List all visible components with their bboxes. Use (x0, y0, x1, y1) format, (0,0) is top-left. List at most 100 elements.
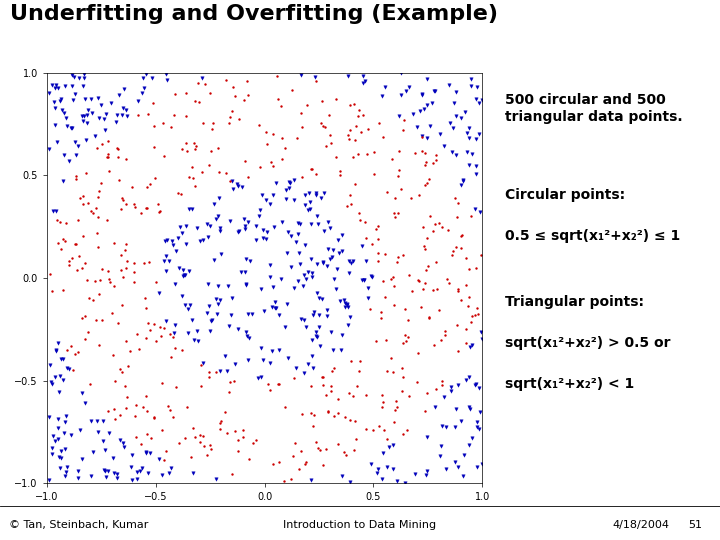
Point (306, 165, 318, 174)
Point (350, 136, 361, 144)
Point (310, 189, 321, 198)
Point (325, 387, 336, 396)
Point (421, 179, 433, 187)
Point (445, 383, 456, 391)
Point (280, 186, 292, 194)
Point (207, 315, 218, 324)
Point (286, 86, 297, 94)
Point (55, 94, 66, 103)
Point (210, 215, 222, 224)
Point (202, 280, 214, 289)
Point (305, 220, 317, 228)
Point (260, 127, 271, 136)
Point (438, 141, 449, 150)
Point (93, 113, 104, 122)
Point (52, 415, 63, 423)
Point (204, 368, 215, 376)
Point (102, 216, 113, 225)
Point (473, 384, 485, 393)
Point (330, 152, 342, 161)
Point (76, 454, 88, 463)
Point (448, 99, 459, 108)
Point (179, 434, 191, 442)
Point (81, 276, 92, 285)
Point (309, 73, 320, 82)
Point (334, 170, 346, 179)
Point (128, 268, 140, 276)
Point (288, 176, 300, 185)
Point (341, 201, 353, 210)
Point (434, 129, 446, 138)
Point (455, 296, 467, 305)
Point (387, 441, 398, 449)
Point (471, 170, 482, 178)
Point (466, 212, 477, 221)
Point (192, 336, 204, 345)
Point (323, 245, 334, 253)
Point (455, 417, 467, 426)
Point (381, 435, 392, 444)
Point (368, 148, 379, 157)
Point (472, 423, 483, 431)
Point (469, 311, 481, 320)
Point (243, 355, 254, 364)
Point (189, 181, 201, 190)
Point (334, 166, 346, 175)
Point (238, 433, 249, 441)
Point (395, 90, 407, 99)
Point (98, 115, 109, 124)
Point (455, 181, 467, 190)
Point (186, 315, 198, 324)
Point (148, 413, 160, 422)
Point (276, 133, 288, 142)
Point (258, 355, 269, 364)
Point (86, 94, 97, 103)
Point (185, 453, 197, 462)
Point (184, 301, 196, 309)
Point (161, 447, 172, 455)
Point (317, 380, 328, 389)
Point (210, 475, 222, 483)
Point (431, 151, 442, 159)
Point (344, 313, 356, 322)
Point (404, 392, 415, 401)
Point (473, 130, 485, 138)
Point (240, 281, 252, 289)
Point (197, 235, 209, 244)
Point (121, 112, 132, 121)
Point (417, 132, 428, 141)
Point (241, 77, 253, 85)
Point (228, 185, 239, 193)
Point (233, 447, 244, 455)
Point (91, 144, 103, 152)
Point (112, 153, 124, 161)
Point (142, 319, 153, 327)
Point (153, 208, 165, 217)
Point (137, 402, 148, 411)
Point (169, 280, 181, 288)
Text: 500 circular and 500
triangular data points.: 500 circular and 500 triangular data poi… (505, 93, 683, 124)
Point (81, 119, 92, 127)
Point (327, 346, 338, 354)
Point (61, 462, 73, 471)
Point (120, 199, 132, 208)
Point (71, 151, 82, 159)
Point (254, 205, 266, 214)
Point (288, 374, 300, 382)
Point (174, 223, 186, 232)
Point (317, 373, 328, 382)
Point (287, 452, 299, 461)
Point (52, 138, 63, 146)
Point (132, 110, 144, 119)
Point (97, 436, 109, 445)
Point (166, 123, 177, 131)
Point (388, 281, 400, 290)
Point (362, 293, 374, 302)
Point (204, 327, 215, 335)
Point (194, 431, 205, 440)
Point (140, 447, 152, 456)
Point (43, 476, 55, 484)
Point (117, 273, 129, 281)
Point (336, 231, 348, 239)
Point (157, 426, 168, 435)
